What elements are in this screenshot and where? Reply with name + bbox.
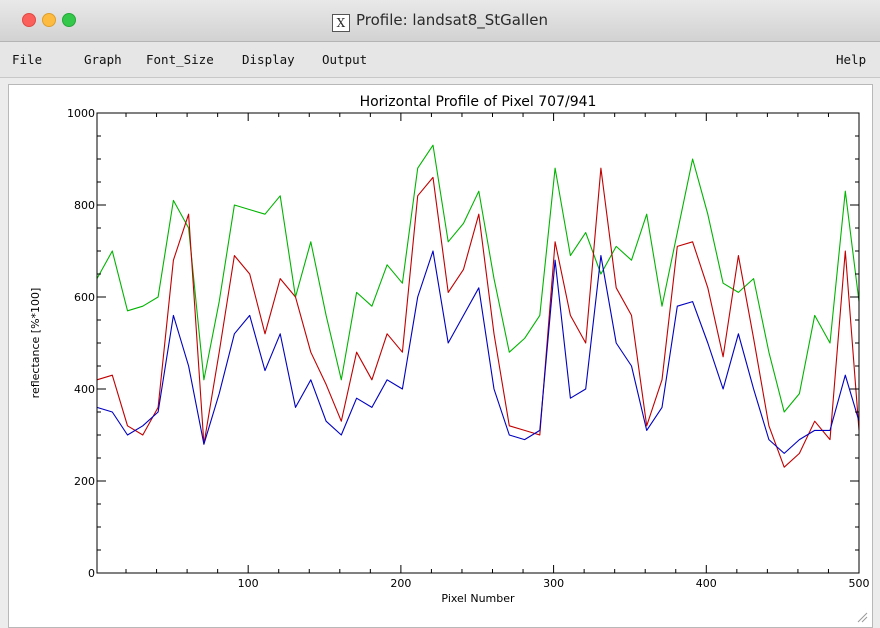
window-title-text: Profile: landsat8_StGallen xyxy=(355,11,549,29)
profile-chart: 100 200 300 400 500 0 200 400 600 800 1000 Horizont… xyxy=(29,94,870,605)
series-line-3 xyxy=(96,250,860,454)
resize-grip-icon[interactable] xyxy=(856,611,868,623)
y-tick-label: 1000 xyxy=(67,107,95,120)
menu-bar: File Graph Font_Size Display Output Help xyxy=(0,42,880,78)
minimize-window-button[interactable] xyxy=(42,13,56,27)
menu-help[interactable]: Help xyxy=(836,52,867,67)
x-tick-label: 400 xyxy=(696,577,717,590)
y-tick-label: 800 xyxy=(74,199,95,212)
x-tick-label: 200 xyxy=(390,577,411,590)
y-tick-label: 400 xyxy=(74,383,95,396)
window-titlebar: X Profile: landsat8_StGallen xyxy=(0,0,880,42)
plot-area: 100 200 300 400 500 0 200 400 600 800 1000 Horizont… xyxy=(8,84,873,628)
y-tick-label: 0 xyxy=(88,567,95,580)
menu-file[interactable]: File xyxy=(12,52,43,67)
x11-icon: X xyxy=(331,14,350,32)
y-axis-label: reflectance [%*100] xyxy=(29,288,42,399)
series-line-1 xyxy=(96,144,860,413)
y-tick-label: 600 xyxy=(74,291,95,304)
x-tick-label: 300 xyxy=(543,577,564,590)
window-title: X Profile: landsat8_StGallen xyxy=(0,11,880,32)
menu-output[interactable]: Output xyxy=(322,52,368,67)
series-line-2 xyxy=(96,167,860,468)
menu-display[interactable]: Display xyxy=(242,52,295,67)
x-tick-label: 500 xyxy=(849,577,870,590)
chart-title: Horizontal Profile of Pixel 707/941 xyxy=(360,94,597,110)
y-tick-label: 200 xyxy=(74,475,95,488)
menu-graph[interactable]: Graph xyxy=(84,52,122,67)
menu-font-size[interactable]: Font_Size xyxy=(146,52,214,67)
close-window-button[interactable] xyxy=(22,13,36,27)
x-axis-label: Pixel Number xyxy=(441,592,515,605)
x-tick-label: 100 xyxy=(238,577,259,590)
zoom-window-button[interactable] xyxy=(62,13,76,27)
